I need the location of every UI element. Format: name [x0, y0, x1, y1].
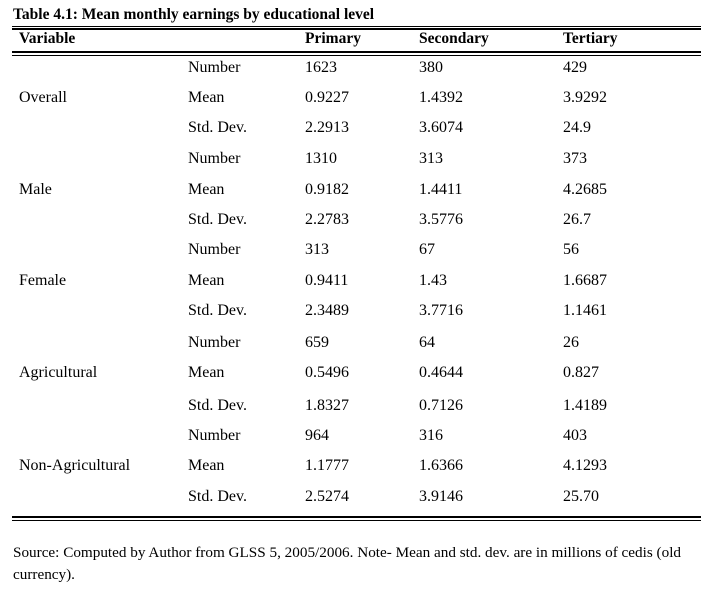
stat-cell: Number [188, 59, 241, 76]
primary-cell: 0.9411 [305, 272, 349, 289]
tertiary-cell: 26.7 [563, 211, 591, 228]
top-rule-thick [12, 28, 701, 30]
secondary-cell: 0.4644 [419, 364, 463, 381]
source-note: Source: Computed by Author from GLSS 5, … [13, 544, 682, 583]
header-rule-thick [12, 51, 701, 53]
header-primary: Primary [305, 30, 361, 47]
bottom-rule-thin [12, 520, 701, 521]
group-label: Male [19, 181, 52, 198]
primary-cell: 0.9227 [305, 89, 349, 106]
group-label: Overall [19, 89, 67, 106]
tertiary-cell: 1.6687 [563, 272, 607, 289]
tertiary-cell: 4.2685 [563, 181, 607, 198]
secondary-cell: 3.9146 [419, 488, 463, 505]
primary-cell: 1623 [305, 59, 337, 76]
stat-cell: Std. Dev. [188, 397, 247, 414]
secondary-cell: 67 [419, 241, 435, 258]
tertiary-cell: 429 [563, 59, 587, 76]
header-rule-thin [12, 55, 701, 56]
secondary-cell: 1.43 [419, 272, 447, 289]
stat-cell: Mean [188, 89, 225, 106]
primary-cell: 2.3489 [305, 302, 349, 319]
secondary-cell: 3.7716 [419, 302, 463, 319]
stat-cell: Mean [188, 457, 225, 474]
tertiary-cell: 373 [563, 150, 587, 167]
primary-cell: 313 [305, 241, 329, 258]
primary-cell: 2.5274 [305, 488, 349, 505]
tertiary-cell: 3.9292 [563, 89, 607, 106]
stat-cell: Number [188, 150, 241, 167]
secondary-cell: 3.6074 [419, 119, 463, 136]
primary-cell: 964 [305, 427, 329, 444]
primary-cell: 659 [305, 334, 329, 351]
header-variable: Variable [19, 30, 76, 47]
secondary-cell: 0.7126 [419, 397, 463, 414]
header-tertiary: Tertiary [563, 30, 618, 47]
secondary-cell: 1.6366 [419, 457, 463, 474]
stat-cell: Std. Dev. [188, 302, 247, 319]
stat-cell: Mean [188, 272, 225, 289]
secondary-cell: 64 [419, 334, 435, 351]
secondary-cell: 1.4411 [419, 181, 463, 198]
tertiary-cell: 25.70 [563, 488, 599, 505]
tertiary-cell: 24.9 [563, 119, 591, 136]
secondary-cell: 313 [419, 150, 443, 167]
secondary-cell: 380 [419, 59, 443, 76]
secondary-cell: 3.5776 [419, 211, 463, 228]
stat-cell: Number [188, 427, 241, 444]
stat-cell: Mean [188, 364, 225, 381]
bottom-rule-thick [12, 516, 701, 518]
secondary-cell: 1.4392 [419, 89, 463, 106]
stat-cell: Std. Dev. [188, 488, 247, 505]
tertiary-cell: 26 [563, 334, 579, 351]
primary-cell: 0.5496 [305, 364, 349, 381]
primary-cell: 1310 [305, 150, 337, 167]
primary-cell: 0.9182 [305, 181, 349, 198]
primary-cell: 2.2783 [305, 211, 349, 228]
stat-cell: Number [188, 334, 241, 351]
tertiary-cell: 403 [563, 427, 587, 444]
tertiary-cell: 0.827 [563, 364, 599, 381]
group-label: Agricultural [19, 364, 98, 381]
primary-cell: 2.2913 [305, 119, 349, 136]
tertiary-cell: 4.1293 [563, 457, 607, 474]
top-rule-thin [12, 26, 701, 27]
table-caption: Table 4.1: Mean monthly earnings by educ… [13, 6, 375, 23]
secondary-cell: 316 [419, 427, 443, 444]
stat-cell: Std. Dev. [188, 211, 247, 228]
tertiary-cell: 1.4189 [563, 397, 607, 414]
group-label: Female [19, 272, 67, 289]
tertiary-cell: 56 [563, 241, 579, 258]
stat-cell: Std. Dev. [188, 119, 247, 136]
stat-cell: Mean [188, 181, 225, 198]
stat-cell: Number [188, 241, 241, 258]
primary-cell: 1.8327 [305, 397, 349, 414]
group-label: Non-Agricultural [19, 457, 131, 474]
tertiary-cell: 1.1461 [563, 302, 607, 319]
header-secondary: Secondary [419, 30, 489, 47]
primary-cell: 1.1777 [305, 457, 349, 474]
